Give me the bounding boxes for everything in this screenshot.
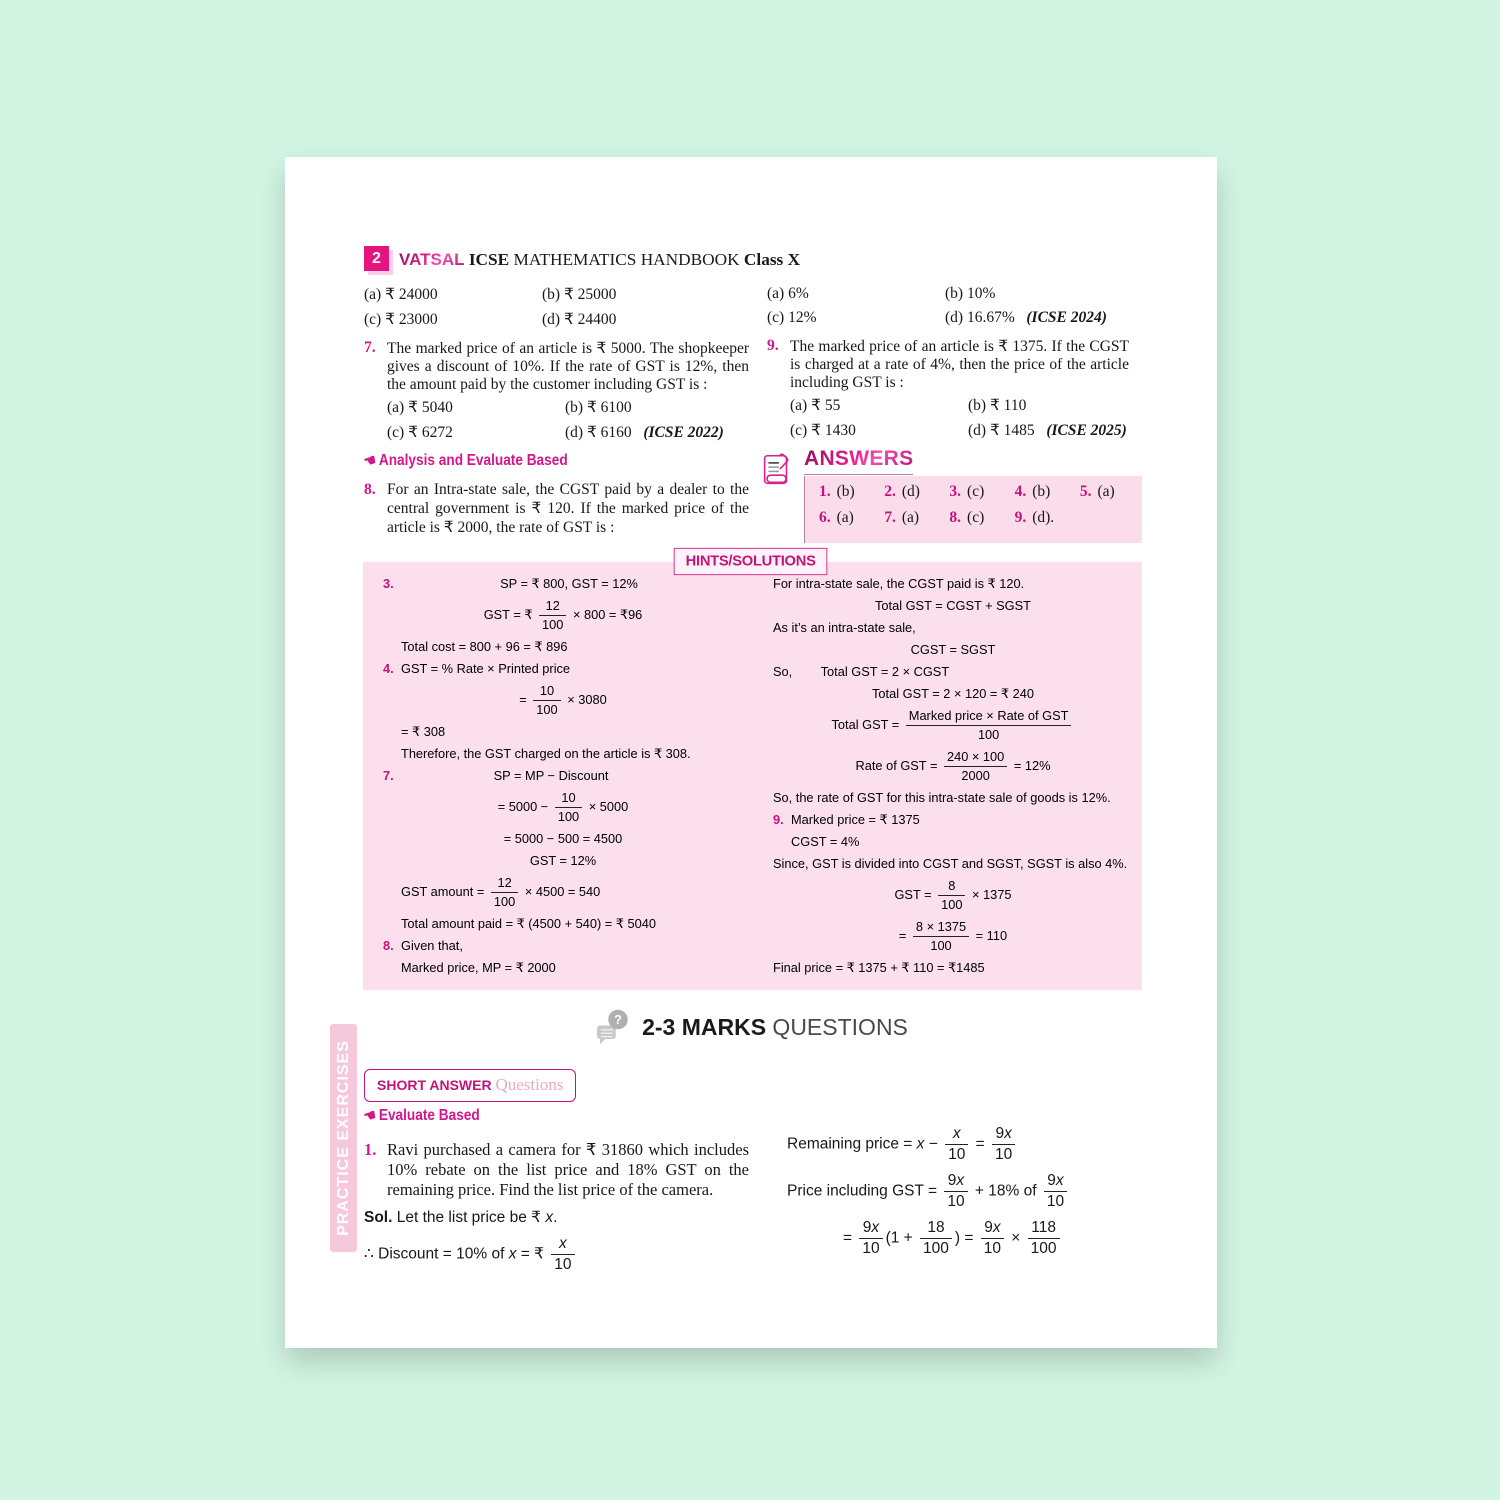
svg-text:?: ?	[614, 1012, 622, 1027]
